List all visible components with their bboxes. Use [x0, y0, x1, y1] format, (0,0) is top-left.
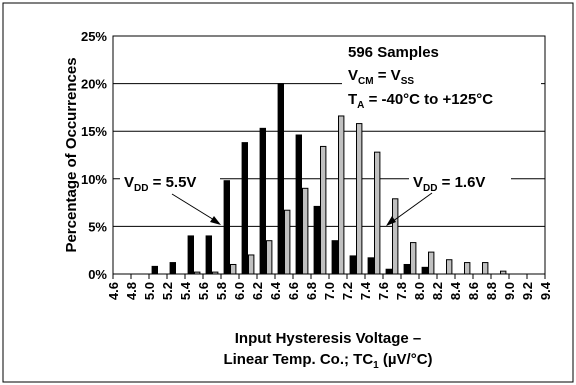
bar-vdd-5v5 — [295, 134, 303, 275]
right-label-background — [409, 170, 511, 192]
x-tick-label: 9.2 — [520, 282, 535, 300]
vdd-5v5-label: VDD = 5.5V — [124, 174, 196, 194]
bar-vdd-1v6 — [482, 262, 489, 275]
bar-vdd-1v6 — [356, 123, 363, 275]
x-tick-label: 7.8 — [394, 282, 409, 300]
x-tick-label: 9.0 — [502, 282, 517, 300]
x-tick-label: 6.0 — [232, 282, 247, 300]
bar-vdd-1v6 — [284, 209, 291, 275]
y-tick-label: 15% — [81, 124, 107, 139]
bar-vdd-5v5 — [313, 205, 321, 275]
y-tick-label: 5% — [88, 219, 107, 234]
bar-vdd-5v5 — [151, 265, 159, 275]
bar-vdd-1v6 — [428, 251, 435, 275]
bar-vdd-5v5 — [223, 180, 231, 275]
vdd-1v6-arrow — [388, 192, 433, 225]
vdd-5v5-arrow — [171, 193, 220, 224]
bar-vdd-5v5 — [169, 262, 177, 275]
x-tick-label: 5.8 — [214, 282, 229, 300]
bar-vdd-5v5 — [205, 235, 213, 275]
x-tick-label: 8.2 — [430, 282, 445, 300]
x-tick-label: 5.4 — [178, 281, 193, 300]
x-tick-label: 6.2 — [250, 282, 265, 300]
bar-vdd-1v6 — [302, 187, 309, 275]
x-tick-label: 7.4 — [358, 281, 373, 300]
y-tick-label: 10% — [81, 172, 107, 187]
y-axis-title: Percentage of Occurrences — [63, 57, 80, 252]
vcm-annotation: VCM = VSS — [348, 67, 414, 87]
x-tick-label: 9.4 — [538, 281, 553, 300]
bar-vdd-5v5 — [241, 142, 249, 275]
bar-vdd-5v5 — [277, 83, 285, 275]
samples-annotation: 596 Samples — [348, 44, 439, 61]
x-tick-label: 8.0 — [412, 282, 427, 300]
x-tick-label: 4.6 — [106, 282, 121, 300]
bar-vdd-5v5 — [349, 255, 357, 275]
y-tick-label: 20% — [81, 77, 107, 92]
bars — [151, 83, 507, 275]
bar-vdd-1v6 — [212, 271, 219, 275]
x-tick-label: 8.4 — [448, 281, 463, 300]
x-axis-title-line2: Linear Temp. Co.; TC1 (µV/°C) — [223, 351, 432, 371]
bar-vdd-1v6 — [392, 198, 399, 275]
x-tick-label: 5.0 — [142, 282, 157, 300]
x-tick-label: 7.2 — [340, 282, 355, 300]
bar-vdd-5v5 — [403, 263, 411, 275]
axes — [112, 274, 546, 279]
vdd-5v5-arrowhead — [210, 216, 221, 225]
y-tick-label: 0% — [88, 267, 107, 282]
x-tick-label: 6.8 — [304, 282, 319, 300]
left-label-background — [120, 170, 220, 192]
bar-vdd-1v6 — [194, 271, 201, 275]
bar-vdd-1v6 — [500, 270, 507, 275]
y-tick-labels: 0% 5% 10% 15% 20% 25% — [81, 29, 107, 282]
x-tick-label: 6.6 — [286, 282, 301, 300]
ta-annotation: TA = -40°C to +125°C — [348, 91, 493, 111]
bar-vdd-5v5 — [421, 266, 429, 275]
x-tick-label: 6.4 — [268, 281, 283, 300]
x-tick-label: 8.8 — [484, 282, 499, 300]
bar-vdd-1v6 — [446, 259, 453, 275]
x-tick-label: 5.6 — [196, 282, 211, 300]
x-tick-label: 7.6 — [376, 282, 391, 300]
bar-vdd-1v6 — [230, 263, 237, 275]
x-tick-label: 4.8 — [124, 282, 139, 300]
x-axis-title-line1: Input Hysteresis Voltage – — [235, 330, 421, 347]
x-tick-labels: 4.6 4.8 5.0 5.2 5.4 5.6 5.8 6.0 6.2 6.4 6.6 6.8 7.0 7… — [106, 281, 553, 300]
bar-vdd-1v6 — [266, 240, 273, 275]
bar-vdd-1v6 — [374, 151, 381, 275]
vdd-1v6-arrowhead — [386, 216, 396, 226]
bar-vdd-1v6 — [410, 242, 417, 275]
vdd-1v6-label: VDD = 1.6V — [413, 174, 485, 194]
annotation-background — [342, 42, 541, 115]
y-tick-label: 25% — [81, 29, 107, 44]
bar-vdd-1v6 — [464, 262, 471, 275]
bar-vdd-1v6 — [320, 145, 327, 275]
bar-vdd-1v6 — [248, 254, 255, 275]
bar-vdd-5v5 — [331, 240, 339, 275]
x-tick-label: 5.2 — [160, 282, 175, 300]
bar-vdd-5v5 — [259, 127, 267, 275]
bar-vdd-5v5 — [367, 257, 375, 275]
x-tick-label: 8.6 — [466, 282, 481, 300]
bar-vdd-1v6 — [338, 115, 345, 275]
bar-vdd-5v5 — [385, 268, 393, 275]
bar-vdd-5v5 — [187, 235, 195, 275]
x-tick-label: 7.0 — [322, 282, 337, 300]
